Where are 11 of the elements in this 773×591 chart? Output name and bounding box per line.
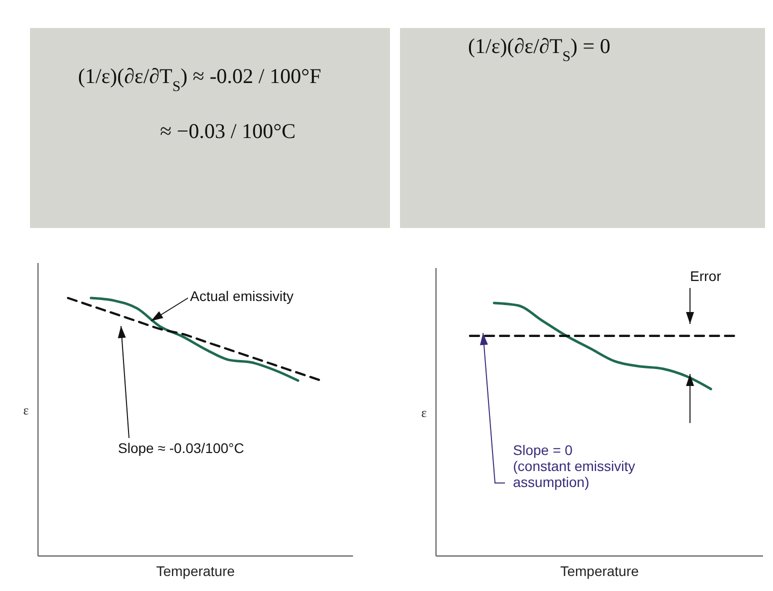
y-axis-title: ε [23, 402, 30, 418]
chart-subtitle: ≈ −0.03 / 100°C [160, 119, 296, 143]
text: Error [690, 268, 722, 284]
annotation: Slope = 0 (constant emissivity assumption) [513, 442, 636, 490]
y-axis-title: ε [421, 405, 428, 420]
chart-title: (1/ε)(∂ε/∂T$_{S}$) ≈ -0.02 / 100°F [78, 64, 322, 95]
x-axis-title: Temperature [156, 563, 236, 579]
annotation: Slope ≈ -0.03/100°C [118, 440, 244, 456]
x-axis-title: Temperature [560, 563, 640, 579]
chart-title: (1/ε)(∂ε/∂T$_{S}$) = 0 [468, 34, 610, 65]
annotation: Actual emissivity [190, 288, 294, 304]
